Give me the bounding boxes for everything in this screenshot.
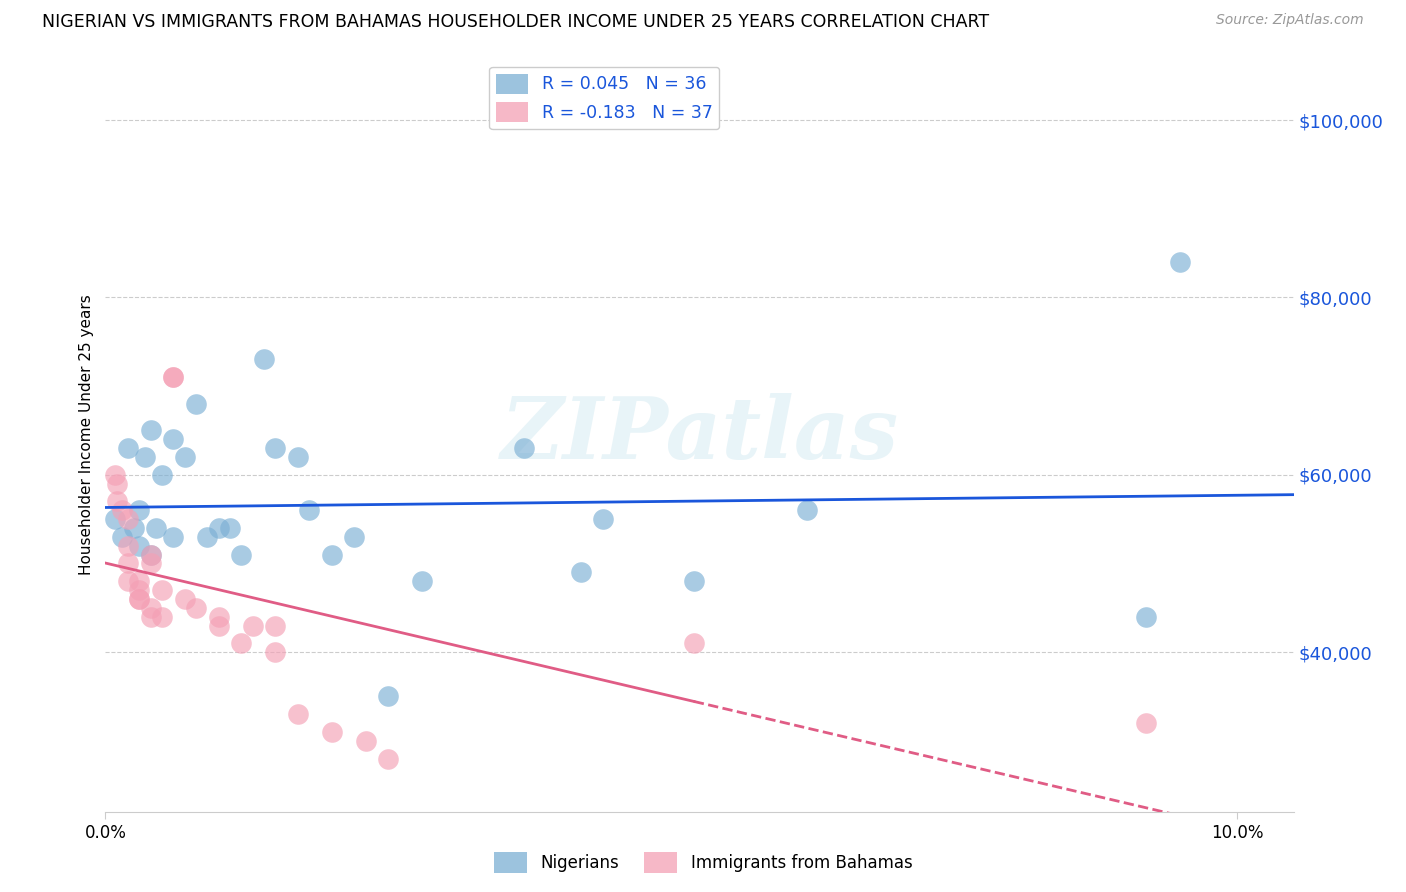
Point	[128, 582, 150, 597]
Point	[569, 566, 592, 580]
Point	[264, 645, 287, 659]
Point	[377, 690, 399, 704]
Point	[162, 432, 184, 446]
Point	[128, 591, 150, 606]
Point	[1135, 716, 1157, 731]
Point	[377, 751, 399, 765]
Point	[117, 574, 139, 589]
Point	[128, 539, 150, 553]
Point	[139, 424, 162, 438]
Point	[117, 441, 139, 455]
Text: Source: ZipAtlas.com: Source: ZipAtlas.com	[1216, 13, 1364, 28]
Point	[105, 494, 128, 508]
Point	[411, 574, 433, 589]
Point	[105, 476, 128, 491]
Point	[231, 548, 253, 562]
Point	[103, 467, 125, 482]
Point	[1170, 255, 1192, 269]
Point	[1135, 609, 1157, 624]
Point	[298, 503, 321, 517]
Point	[122, 521, 145, 535]
Point	[150, 582, 173, 597]
Point	[184, 600, 207, 615]
Point	[207, 521, 229, 535]
Point	[184, 397, 207, 411]
Point	[117, 512, 139, 526]
Point	[219, 521, 242, 535]
Point	[139, 548, 162, 562]
Point	[145, 521, 167, 535]
Point	[162, 370, 184, 384]
Point	[253, 352, 276, 367]
Point	[321, 548, 343, 562]
Point	[242, 618, 264, 632]
Point	[117, 557, 139, 571]
Point	[682, 636, 704, 650]
Point	[139, 548, 162, 562]
Point	[139, 557, 162, 571]
Point	[139, 609, 162, 624]
Point	[207, 609, 229, 624]
Point	[592, 512, 614, 526]
Text: NIGERIAN VS IMMIGRANTS FROM BAHAMAS HOUSEHOLDER INCOME UNDER 25 YEARS CORRELATIO: NIGERIAN VS IMMIGRANTS FROM BAHAMAS HOUS…	[42, 13, 990, 31]
Point	[162, 530, 184, 544]
Y-axis label: Householder Income Under 25 years: Householder Income Under 25 years	[79, 294, 94, 575]
Point	[139, 600, 162, 615]
Point	[207, 618, 229, 632]
Point	[287, 707, 309, 722]
Point	[321, 725, 343, 739]
Point	[128, 591, 150, 606]
Point	[150, 467, 173, 482]
Point	[111, 503, 134, 517]
Legend: R = 0.045   N = 36, R = -0.183   N = 37: R = 0.045 N = 36, R = -0.183 N = 37	[489, 67, 720, 129]
Point	[264, 618, 287, 632]
Point	[150, 609, 173, 624]
Point	[128, 503, 150, 517]
Point	[231, 636, 253, 650]
Point	[682, 574, 704, 589]
Point	[103, 512, 125, 526]
Point	[173, 591, 195, 606]
Point	[173, 450, 195, 464]
Point	[796, 503, 818, 517]
Point	[287, 450, 309, 464]
Point	[264, 441, 287, 455]
Point	[195, 530, 218, 544]
Point	[128, 574, 150, 589]
Point	[343, 530, 366, 544]
Point	[513, 441, 536, 455]
Point	[162, 370, 184, 384]
Point	[111, 530, 134, 544]
Point	[354, 733, 377, 747]
Point	[134, 450, 156, 464]
Legend: Nigerians, Immigrants from Bahamas: Nigerians, Immigrants from Bahamas	[486, 846, 920, 880]
Text: ZIPatlas: ZIPatlas	[501, 393, 898, 476]
Point	[117, 539, 139, 553]
